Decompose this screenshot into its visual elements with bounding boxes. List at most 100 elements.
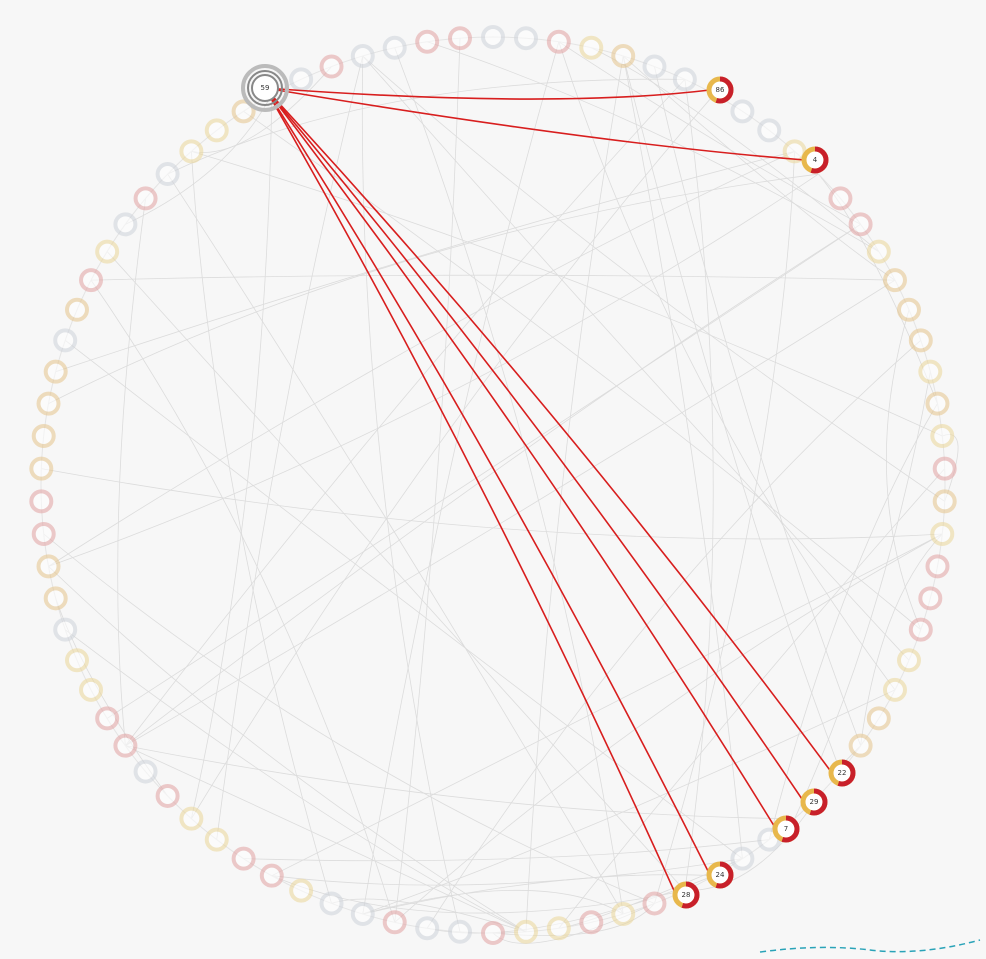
node	[382, 910, 407, 935]
edge	[106, 223, 861, 719]
edge	[860, 533, 943, 746]
edge	[48, 173, 819, 404]
edge	[361, 55, 461, 932]
edge	[558, 41, 896, 691]
node	[382, 35, 407, 60]
node-ring	[706, 861, 734, 889]
node	[204, 118, 229, 143]
edge	[271, 533, 943, 877]
node	[918, 586, 943, 611]
node-ring	[706, 76, 734, 104]
node	[932, 489, 957, 514]
node	[882, 268, 907, 293]
link	[264, 87, 806, 161]
node	[43, 359, 68, 384]
node	[179, 806, 204, 831]
edge	[558, 468, 945, 929]
node	[730, 846, 755, 871]
node	[289, 67, 314, 92]
node	[231, 846, 256, 871]
selected-halo	[251, 74, 279, 102]
node	[611, 43, 636, 68]
node	[53, 328, 78, 353]
link	[264, 87, 777, 830]
node	[848, 212, 873, 237]
edge	[271, 875, 685, 914]
edge	[243, 111, 922, 630]
node	[65, 297, 90, 322]
node	[866, 239, 891, 264]
edge	[90, 279, 396, 923]
node	[350, 902, 375, 927]
edge	[362, 874, 715, 915]
edge	[591, 47, 880, 252]
node-ring	[772, 815, 800, 843]
edge	[622, 55, 841, 772]
edge	[362, 55, 910, 661]
edge	[64, 340, 743, 859]
node-ring	[801, 146, 829, 174]
node	[415, 29, 440, 54]
selected-label: 59	[261, 84, 270, 92]
edge	[64, 629, 527, 933]
node	[53, 617, 78, 642]
node	[29, 456, 54, 481]
node	[730, 99, 755, 124]
node	[546, 29, 571, 54]
node-label: 22	[838, 769, 847, 777]
node	[672, 67, 697, 92]
edge	[125, 223, 861, 746]
node	[113, 733, 138, 758]
link	[264, 87, 833, 774]
faded-nodes	[29, 25, 957, 945]
node	[757, 118, 782, 143]
edge	[271, 858, 743, 886]
edge	[191, 150, 943, 437]
edge	[362, 41, 560, 915]
edge	[394, 533, 943, 923]
node	[930, 521, 955, 546]
edge	[394, 47, 624, 915]
node	[866, 706, 891, 731]
node	[133, 759, 158, 784]
node	[848, 733, 873, 758]
edge	[243, 839, 770, 862]
node	[113, 212, 138, 237]
node	[43, 586, 68, 611]
edge	[684, 79, 714, 891]
node	[930, 424, 955, 449]
node	[79, 677, 104, 702]
edge	[41, 468, 943, 540]
node	[155, 783, 180, 808]
node	[259, 863, 284, 888]
edge	[167, 173, 624, 915]
node	[932, 456, 957, 481]
edge	[125, 745, 795, 820]
node	[918, 359, 943, 384]
highlighted-edges	[264, 87, 833, 896]
node	[896, 297, 921, 322]
node-label: 29	[810, 798, 819, 806]
node	[908, 328, 933, 353]
edge	[362, 55, 945, 502]
node	[481, 25, 505, 49]
background-edges	[41, 38, 959, 944]
node	[79, 268, 104, 293]
node	[204, 827, 229, 852]
node	[319, 891, 344, 916]
edge	[654, 151, 796, 904]
node-ring	[672, 881, 700, 909]
edge	[191, 94, 715, 819]
node-label: 24	[716, 871, 725, 879]
node-label: 7	[784, 825, 788, 833]
edge	[190, 94, 273, 819]
node	[133, 186, 158, 211]
node	[31, 424, 56, 449]
edge	[768, 403, 938, 840]
node-label: 4	[813, 156, 818, 164]
node	[415, 916, 440, 941]
edge	[654, 66, 861, 746]
node-ring	[800, 788, 828, 816]
link	[264, 87, 711, 876]
